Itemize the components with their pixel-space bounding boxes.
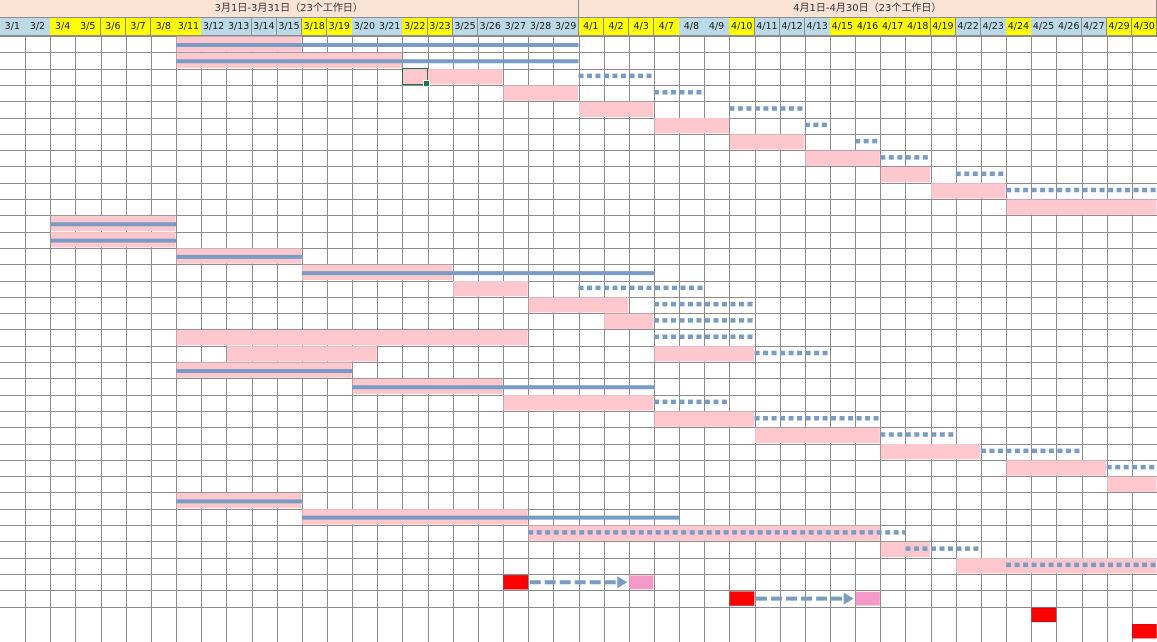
date-header-cell[interactable]: 3/14: [251, 18, 278, 36]
date-header-cell[interactable]: 4/13: [804, 18, 831, 36]
date-header-cell[interactable]: 3/22: [402, 18, 429, 36]
date-header-cell[interactable]: 3/13: [226, 18, 252, 36]
plan-bar: [528, 525, 880, 541]
date-header-cell[interactable]: 4/24: [1006, 18, 1032, 36]
milestone-marker: [503, 575, 528, 590]
date-header-cell[interactable]: 3/19: [326, 18, 353, 36]
date-header-cell[interactable]: 3/18: [301, 18, 328, 36]
plan-bar: [1107, 476, 1157, 492]
month-header-1: 3月1日-3月31日（23个工作日）: [0, 0, 579, 18]
date-header-cell[interactable]: 3/7: [125, 18, 152, 36]
plan-bar: [1006, 460, 1107, 476]
date-header-cell[interactable]: 4/8: [679, 18, 705, 36]
date-header-cell[interactable]: 3/23: [427, 18, 454, 36]
milestone-target-marker: [629, 575, 654, 590]
active-cell-selection[interactable]: [401, 68, 431, 88]
arrow-head-icon: [843, 592, 854, 605]
date-header-cell[interactable]: 3/20: [352, 18, 378, 36]
date-header-cell[interactable]: 3/4: [50, 18, 76, 36]
fill-handle[interactable]: [423, 80, 431, 88]
date-header-cell[interactable]: 4/2: [603, 18, 630, 36]
plan-bar: [654, 411, 755, 427]
date-header-cell[interactable]: 3/8: [150, 18, 177, 36]
date-header-cell[interactable]: 4/9: [704, 18, 730, 36]
plan-bar: [453, 281, 528, 297]
milestone-marker: [1031, 607, 1057, 623]
date-header-cell[interactable]: 4/3: [628, 18, 655, 36]
date-header-cell[interactable]: 4/10: [729, 18, 756, 36]
plan-bar: [729, 134, 805, 150]
plan-bar: [805, 150, 880, 166]
plan-bar: [755, 427, 880, 443]
plan-bar: [931, 183, 1006, 199]
date-header-cell[interactable]: 4/15: [830, 18, 856, 36]
plan-bar: [503, 395, 654, 411]
plan-bar: [956, 558, 1157, 574]
date-header-cell[interactable]: 4/17: [880, 18, 906, 36]
plan-bar: [176, 329, 528, 346]
date-header-cell[interactable]: 3/12: [201, 18, 227, 36]
date-header-cell[interactable]: 4/19: [930, 18, 957, 36]
date-header-cell[interactable]: 4/29: [1106, 18, 1133, 36]
plan-bar: [226, 346, 377, 362]
plan-bar: [880, 444, 981, 460]
plan-bar: [528, 297, 629, 313]
plan-bar: [503, 85, 578, 101]
date-header-cell[interactable]: 4/25: [1031, 18, 1057, 36]
date-header-cell[interactable]: 3/25: [452, 18, 479, 36]
date-header-cell[interactable]: 4/18: [905, 18, 932, 36]
date-header-cell[interactable]: 4/23: [980, 18, 1007, 36]
milestone-target-marker: [855, 591, 880, 606]
date-header-cell[interactable]: 3/29: [553, 18, 579, 36]
date-header-cell[interactable]: 4/27: [1081, 18, 1108, 36]
milestone-marker: [1132, 624, 1157, 639]
milestone-marker: [729, 591, 755, 606]
date-header-cell[interactable]: 3/2: [25, 18, 51, 36]
plan-bar: [654, 118, 729, 134]
date-header-cell[interactable]: 4/12: [779, 18, 806, 36]
date-header-cell[interactable]: 3/28: [528, 18, 554, 36]
arrow-head-icon: [617, 576, 628, 589]
plan-bar: [880, 166, 931, 183]
date-header-cell[interactable]: 3/6: [100, 18, 127, 36]
plan-bar: [579, 101, 654, 117]
plan-bar: [604, 313, 654, 329]
plan-bar: [654, 346, 755, 362]
plan-bar: [1006, 199, 1157, 215]
date-header-cell[interactable]: 3/27: [503, 18, 529, 36]
